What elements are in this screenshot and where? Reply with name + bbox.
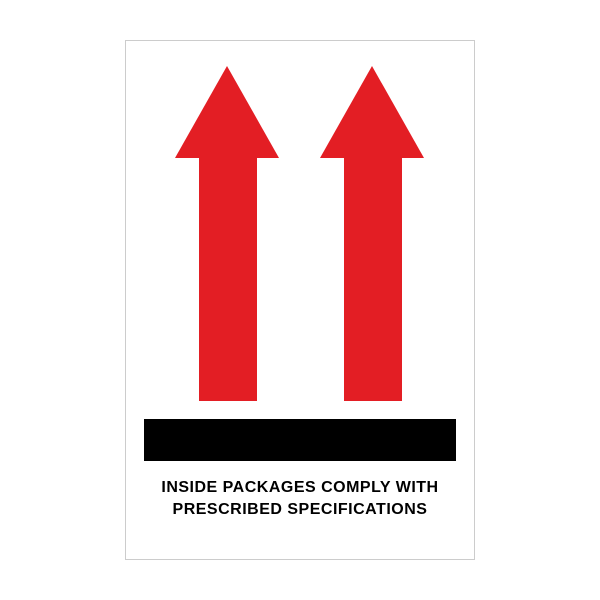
horizontal-bar bbox=[144, 419, 456, 461]
caption-text: INSIDE PACKAGES COMPLY WITH PRESCRIBED S… bbox=[161, 477, 438, 520]
arrows-group bbox=[175, 66, 425, 401]
up-arrow-icon bbox=[320, 66, 425, 401]
shipping-label: INSIDE PACKAGES COMPLY WITH PRESCRIBED S… bbox=[125, 40, 475, 560]
caption-line-2: PRESCRIBED SPECIFICATIONS bbox=[161, 499, 438, 521]
arrow-head bbox=[175, 66, 279, 158]
caption-line-1: INSIDE PACKAGES COMPLY WITH bbox=[161, 477, 438, 499]
arrow-shaft bbox=[199, 156, 257, 401]
up-arrow-icon bbox=[175, 66, 280, 401]
arrow-shaft bbox=[344, 156, 402, 401]
arrow-head bbox=[320, 66, 424, 158]
